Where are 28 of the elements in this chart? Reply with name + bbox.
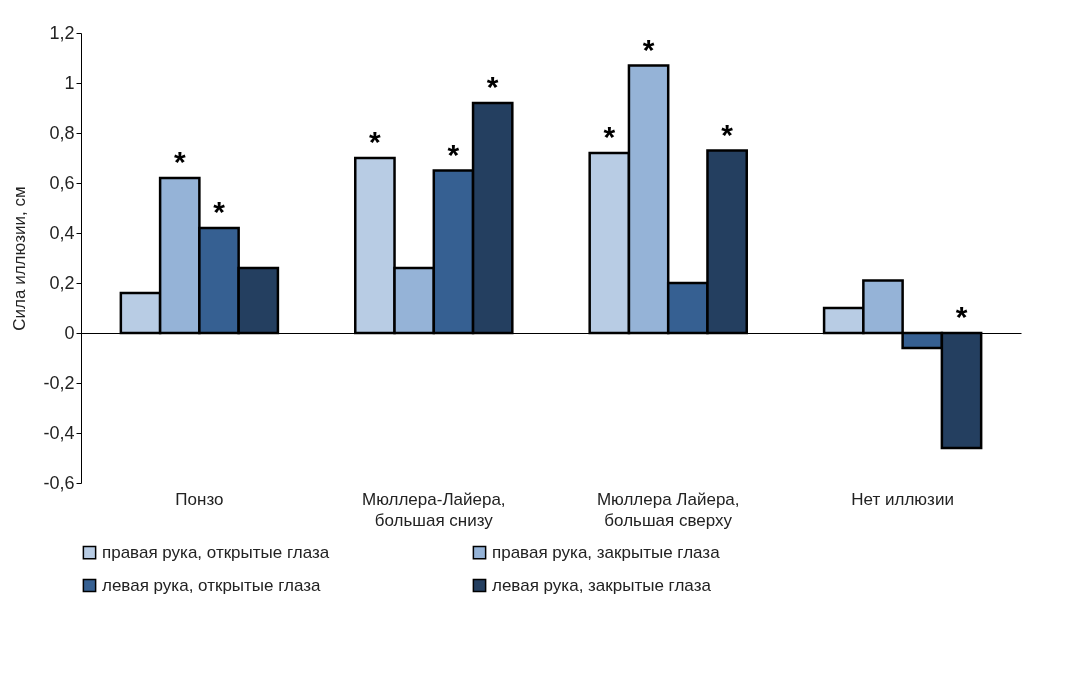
data-label: *: [642, 32, 655, 66]
x-tick-label: Понзо: [175, 489, 224, 509]
y-tick-label: 0,2: [49, 272, 75, 293]
data-label: *: [173, 145, 186, 178]
x-tick-label: Мюллера-Лайера, большая снизу: [361, 489, 506, 530]
data-label: *: [721, 117, 734, 151]
y-tick-label: -0,6: [43, 472, 75, 493]
y-tick-label: -0,4: [43, 422, 75, 443]
data-label: *: [603, 120, 616, 153]
y-tick-label: 0,6: [49, 172, 75, 193]
y-tick-label: 1,2: [49, 22, 75, 43]
legend-label: левая рука, открытые глаза: [102, 575, 322, 595]
x-tick-label: Мюллера Лайера, большая сверху: [596, 489, 740, 530]
data-label: *: [486, 70, 499, 103]
x-tick-label: Нет иллюзии: [851, 489, 954, 509]
legend-label: левая рука, закрытые глаза: [492, 575, 712, 595]
data-label: *: [369, 125, 382, 158]
y-axis-title: Сила иллюзии, см: [10, 186, 30, 331]
data-label: *: [213, 195, 226, 228]
y-tick-label: 1: [64, 72, 75, 93]
y-tick-label: 0: [64, 322, 75, 343]
legend-label: правая рука, открытые глаза: [102, 542, 330, 562]
data-label: *: [447, 137, 460, 171]
data-label: *: [955, 300, 968, 333]
legend-label: правая рука, закрытые глаза: [492, 542, 721, 562]
y-tick-label: 0,8: [49, 122, 75, 143]
y-tick-label: 0,4: [49, 222, 75, 243]
y-tick-label: -0,2: [43, 372, 75, 393]
